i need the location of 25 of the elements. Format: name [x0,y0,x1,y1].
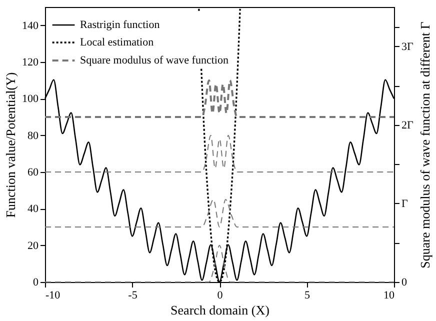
y-tick-label: 0 [33,276,39,288]
x-tick-label: -10 [46,290,61,302]
y-tick-label: 80 [28,130,39,142]
legend-label: Square modulus of wave function [80,54,229,66]
y-tick-label: 140 [22,20,39,32]
x-tick-label: 5 [304,290,310,302]
y2-tick-label: 0 [402,276,408,288]
y-tick-label: 20 [28,240,39,252]
y-tick-label: 120 [22,56,39,68]
y2-axis-title: Square modulus of wave function at different Γ [417,21,432,268]
y-tick-label: 40 [28,203,39,216]
y-axis-title: Function value/Potential(Y) [3,72,18,218]
legend-label: Local estimation [80,36,154,48]
y-tick-label: 60 [28,166,39,178]
legend-label: Rastrigin function [80,19,160,31]
line-series [44,79,395,118]
y2-tick-label: 3Γ [402,40,414,53]
x-tick-label: -5 [128,290,138,302]
y2-tick-label: 2Γ [402,119,414,132]
x-tick-label: 10 [384,290,395,302]
y2-tick-label: Γ [402,198,408,210]
y-tick-label: 100 [22,93,39,106]
line-series [44,134,394,172]
x-axis-title: Search domain (X) [170,302,270,318]
x-tick-label: 0 [217,290,224,302]
